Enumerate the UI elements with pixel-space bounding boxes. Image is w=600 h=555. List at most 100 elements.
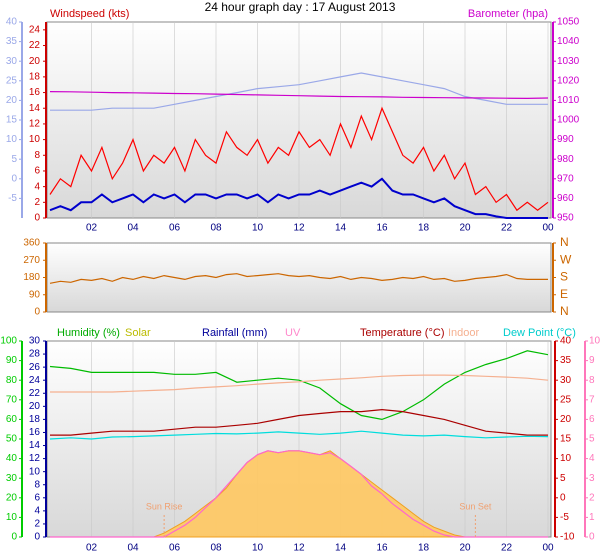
y-tick-label: 30: [29, 336, 41, 347]
y-tick-label: 12: [29, 119, 41, 130]
y-tick-label: 16: [29, 87, 41, 98]
y-tick-label: 1050: [557, 17, 580, 28]
y-tick-label: 50: [6, 434, 18, 445]
y-tick-label: 10: [29, 134, 41, 145]
line: [49, 273, 548, 284]
y-tick-label: 1030: [557, 56, 580, 67]
y-tick-label: 16: [29, 427, 41, 438]
y-tick-label: 30: [6, 56, 18, 67]
y-tick-label: N: [560, 304, 569, 318]
line: [50, 374, 549, 393]
y-tick-label: 4: [589, 453, 595, 464]
y-tick-label: 1000: [557, 115, 580, 126]
line: [50, 72, 548, 111]
y-tick-label: 4: [34, 181, 40, 192]
line: [50, 450, 548, 538]
x-tick-label: 18: [418, 543, 430, 554]
line: [49, 350, 549, 421]
y-tick-label: W: [560, 252, 572, 266]
y-tick-label: 6: [589, 414, 595, 425]
y-tick-label: 40: [6, 453, 18, 464]
y-tick-label: 1010: [557, 95, 580, 106]
y-tick-label: 8: [589, 375, 595, 386]
y-tick-label: 22: [29, 388, 41, 399]
line: [49, 91, 549, 100]
x-tick-label: 00: [542, 543, 554, 554]
plot-area: [46, 242, 552, 313]
line: [50, 408, 548, 436]
y-tick-label: 24: [29, 24, 41, 35]
x-tick-label: 02: [86, 223, 98, 234]
y-tick-label: 24: [29, 375, 41, 386]
y-tick-label: 35: [6, 36, 18, 47]
y-tick-label: 100: [0, 336, 17, 347]
x-tick-label: 16: [376, 223, 388, 234]
y-tick-label: 30: [6, 473, 18, 484]
legend-label: Dew Point (°C): [503, 327, 576, 339]
y-tick-label: 22: [29, 40, 41, 51]
y-tick-label: 15: [6, 115, 18, 126]
x-tick-label: 14: [335, 223, 347, 234]
y-tick-label: 12: [29, 453, 41, 464]
y-tick-label: 1020: [557, 75, 580, 86]
x-tick-label: 00: [542, 223, 554, 234]
y-tick-label: 20: [29, 56, 41, 67]
y-tick-label: 60: [6, 414, 18, 425]
x-tick-label: 18: [418, 223, 430, 234]
y-tick-label: 270: [23, 255, 40, 266]
y-tick-label: 26: [29, 362, 41, 373]
y-tick-label: 7: [589, 394, 595, 405]
line: [49, 430, 549, 440]
y-tick-label: 1040: [557, 36, 580, 47]
y-tick-label: 80: [6, 375, 18, 386]
y-tick-label: 90: [6, 355, 18, 366]
y-tick-label: 4: [34, 506, 40, 517]
y-tick-label: 0: [11, 532, 17, 543]
y-tick-label: 1: [589, 512, 595, 523]
annotation: Sun Rise: [146, 501, 183, 511]
x-tick-label: 20: [459, 223, 471, 234]
y-tick-label: 20: [6, 95, 18, 106]
x-tick-label: 08: [210, 223, 222, 234]
y-tick-label: 28: [29, 349, 41, 360]
x-tick-label: 16: [376, 543, 388, 554]
y-tick-label: 5: [11, 154, 17, 165]
y-tick-label: 6: [34, 492, 40, 503]
y-tick-label: 6: [34, 166, 40, 177]
legend-label: Indoor: [448, 327, 480, 339]
y-tick-label: 2: [34, 519, 40, 530]
y-tick-label: S: [560, 270, 568, 284]
y-tick-label: 40: [6, 17, 18, 28]
y-tick-label: 15: [560, 434, 572, 445]
y-tick-label: 5: [589, 434, 595, 445]
x-tick-label: 20: [459, 543, 471, 554]
y-tick-label: 18: [29, 72, 41, 83]
y-tick-label: 20: [560, 414, 572, 425]
y-tick-label: -5: [8, 193, 17, 204]
y-tick-label: 0: [34, 532, 40, 543]
annotation: Sun Set: [459, 501, 492, 511]
x-tick-label: 04: [127, 223, 139, 234]
legend-label: Humidity (%): [57, 327, 120, 339]
x-tick-label: 14: [335, 543, 347, 554]
y-tick-label: 18: [29, 414, 41, 425]
page-title: 24 hour graph day : 17 August 2013: [205, 0, 396, 14]
y-tick-label: 990: [557, 134, 574, 145]
x-tick-label: 12: [293, 543, 305, 554]
legend-label: Temperature (°C): [360, 327, 444, 339]
y-tick-label: 980: [557, 154, 574, 165]
y-tick-label: 9: [589, 355, 595, 366]
y-tick-label: 0: [589, 532, 595, 543]
y-tick-label: 14: [29, 103, 41, 114]
y-tick-label: 8: [34, 150, 40, 161]
y-tick-label: 10: [589, 336, 600, 347]
axis-title: Windspeed (kts): [50, 8, 129, 20]
y-tick-label: 0: [34, 307, 40, 318]
y-tick-label: 25: [6, 75, 18, 86]
y-tick-label: 970: [557, 173, 574, 184]
line: [49, 106, 549, 212]
y-tick-label: 5: [560, 473, 566, 484]
y-tick-label: 25: [560, 394, 572, 405]
x-tick-label: 06: [169, 223, 181, 234]
